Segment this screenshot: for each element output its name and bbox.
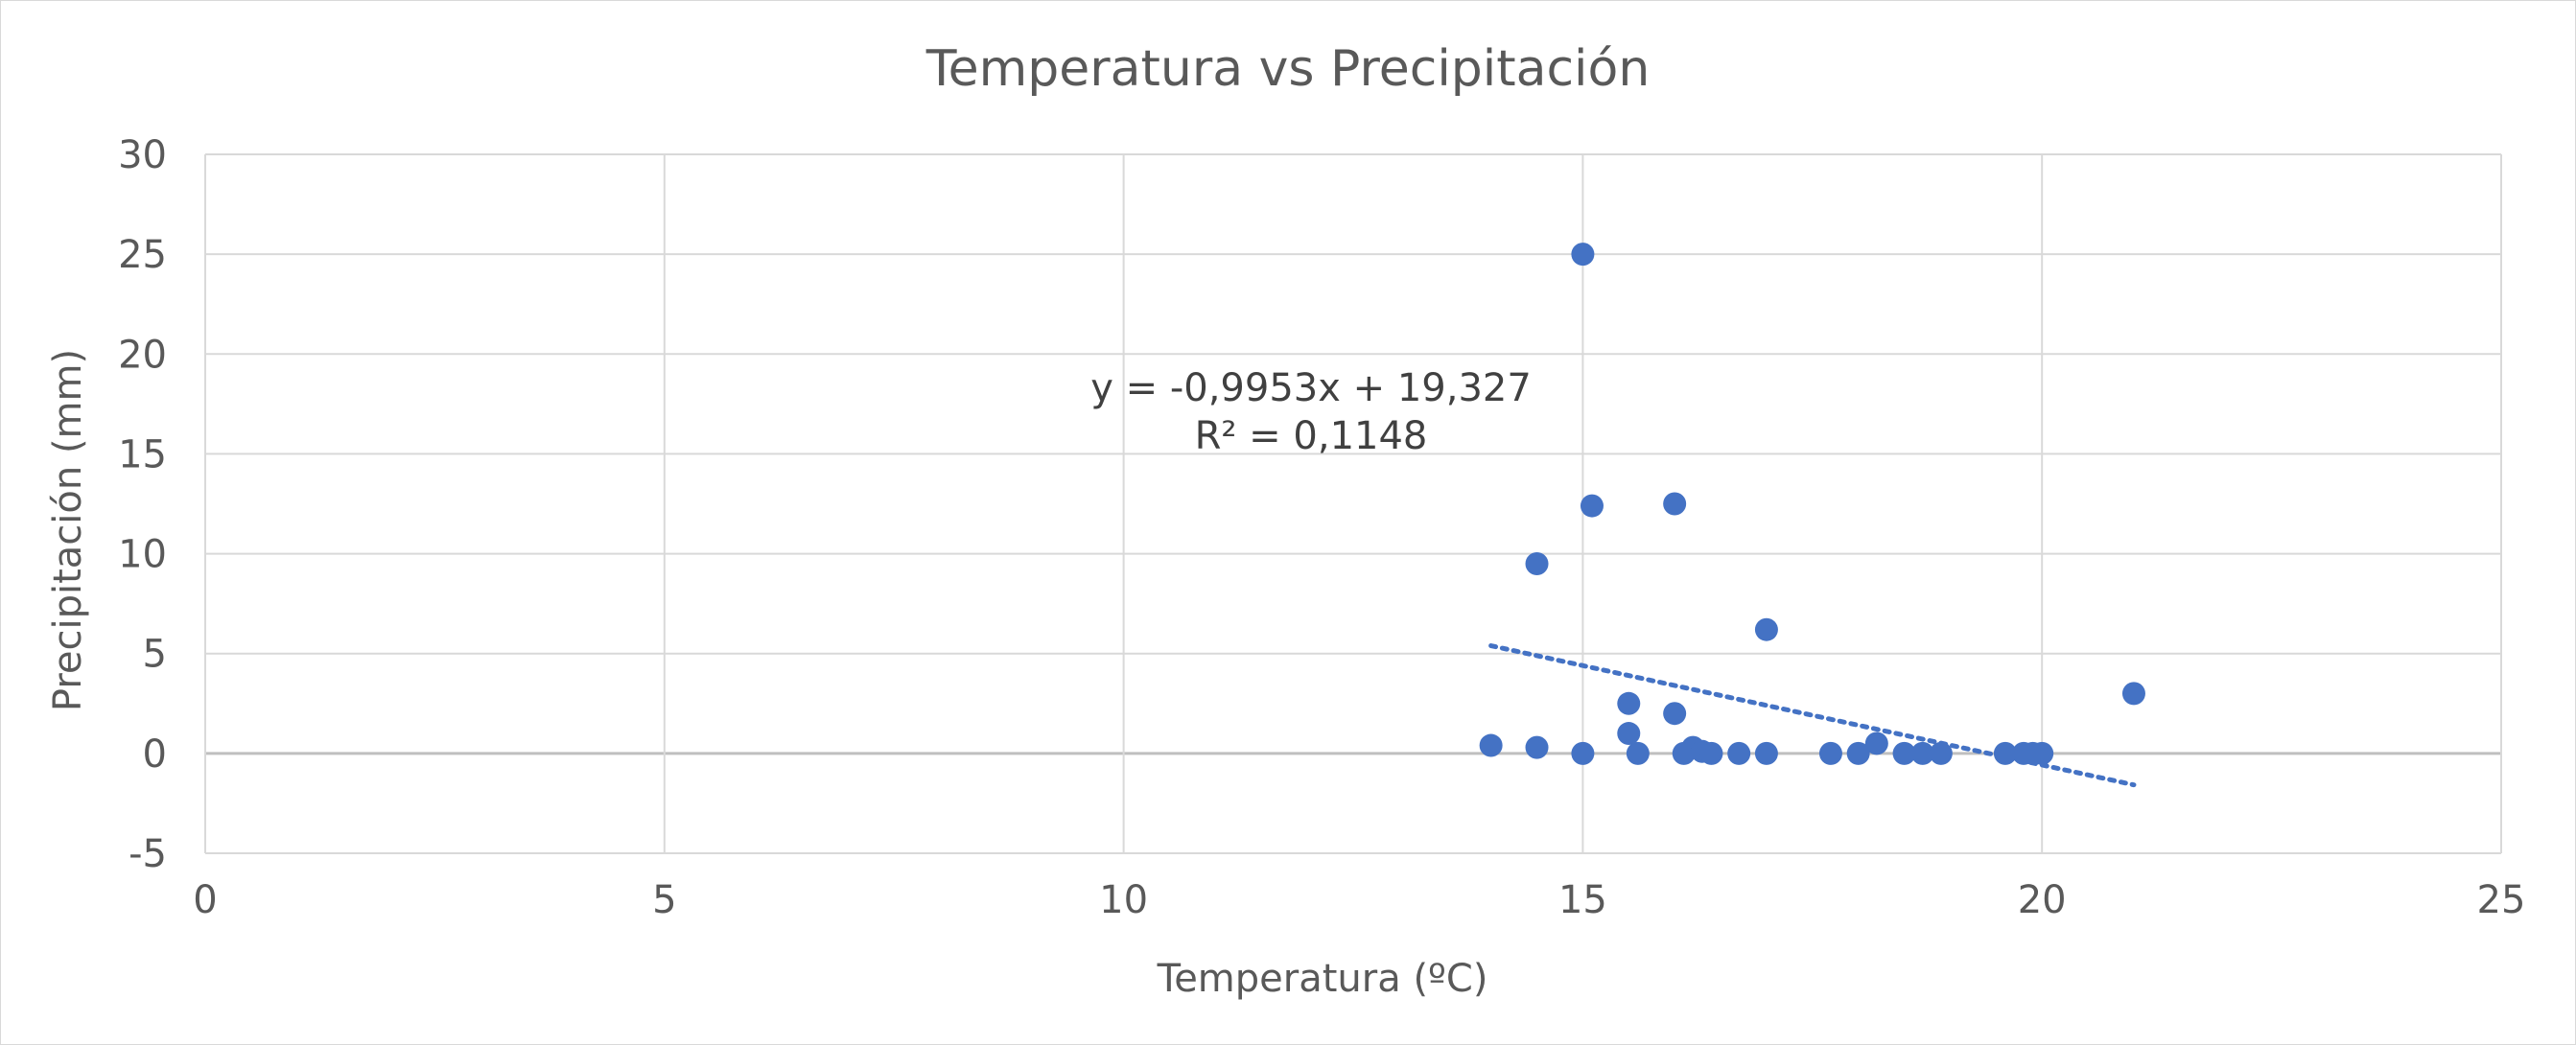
data-point: [2030, 741, 2054, 765]
x-tick-label: 20: [2018, 878, 2067, 922]
data-point: [1617, 691, 1641, 715]
data-point: [2121, 682, 2145, 706]
data-point: [1525, 735, 1549, 759]
data-point: [1929, 741, 1953, 765]
trendline-r-squared: R² = 0,1148: [1195, 414, 1428, 458]
data-point: [1892, 741, 1916, 765]
data-point: [1754, 741, 1778, 765]
x-tick-label: 0: [193, 878, 217, 922]
data-point: [1626, 741, 1650, 765]
y-tick-label: 10: [118, 533, 167, 577]
data-point: [1617, 722, 1641, 746]
x-tick-label: 25: [2477, 878, 2526, 922]
y-tick-label: 25: [118, 233, 167, 277]
x-tick-label: 15: [1558, 878, 1607, 922]
data-point: [1754, 617, 1778, 641]
y-axis-title: Precipitación (mm): [46, 349, 90, 711]
data-point: [1818, 741, 1842, 765]
chart-title: Temperatura vs Precipitación: [925, 40, 1651, 98]
data-point: [1864, 732, 1888, 755]
grid-lines: [204, 153, 2502, 854]
x-axis-title: Temperatura (ºC): [1157, 957, 1488, 1001]
tick-labels: -5 0 5 10 15 20 25 30 0 5 10 15 20 25: [118, 133, 2525, 922]
data-points: [1479, 243, 2145, 765]
data-point: [1993, 741, 2017, 765]
data-point: [1663, 702, 1687, 726]
y-tick-label: 15: [118, 432, 167, 476]
trendline-line: [1488, 643, 2137, 788]
data-point: [1699, 741, 1723, 765]
data-point: [1580, 494, 1604, 518]
data-point: [1663, 492, 1687, 516]
y-tick-label: 30: [118, 133, 167, 177]
data-point: [1525, 551, 1549, 575]
x-tick-label: 5: [652, 878, 676, 922]
data-point: [1910, 741, 1934, 765]
y-tick-label: -5: [129, 832, 167, 876]
trendline: [1488, 643, 2137, 788]
x-tick-label: 10: [1099, 878, 1148, 922]
data-point: [1846, 741, 1870, 765]
y-tick-label: 0: [143, 732, 167, 777]
data-point: [1571, 741, 1595, 765]
data-point: [1479, 733, 1503, 757]
data-point: [1727, 741, 1751, 765]
trendline-equation: y = -0,9953x + 19,327: [1090, 366, 1532, 410]
y-tick-label: 5: [143, 633, 167, 677]
data-point: [1571, 243, 1595, 267]
y-tick-label: 20: [118, 333, 167, 377]
